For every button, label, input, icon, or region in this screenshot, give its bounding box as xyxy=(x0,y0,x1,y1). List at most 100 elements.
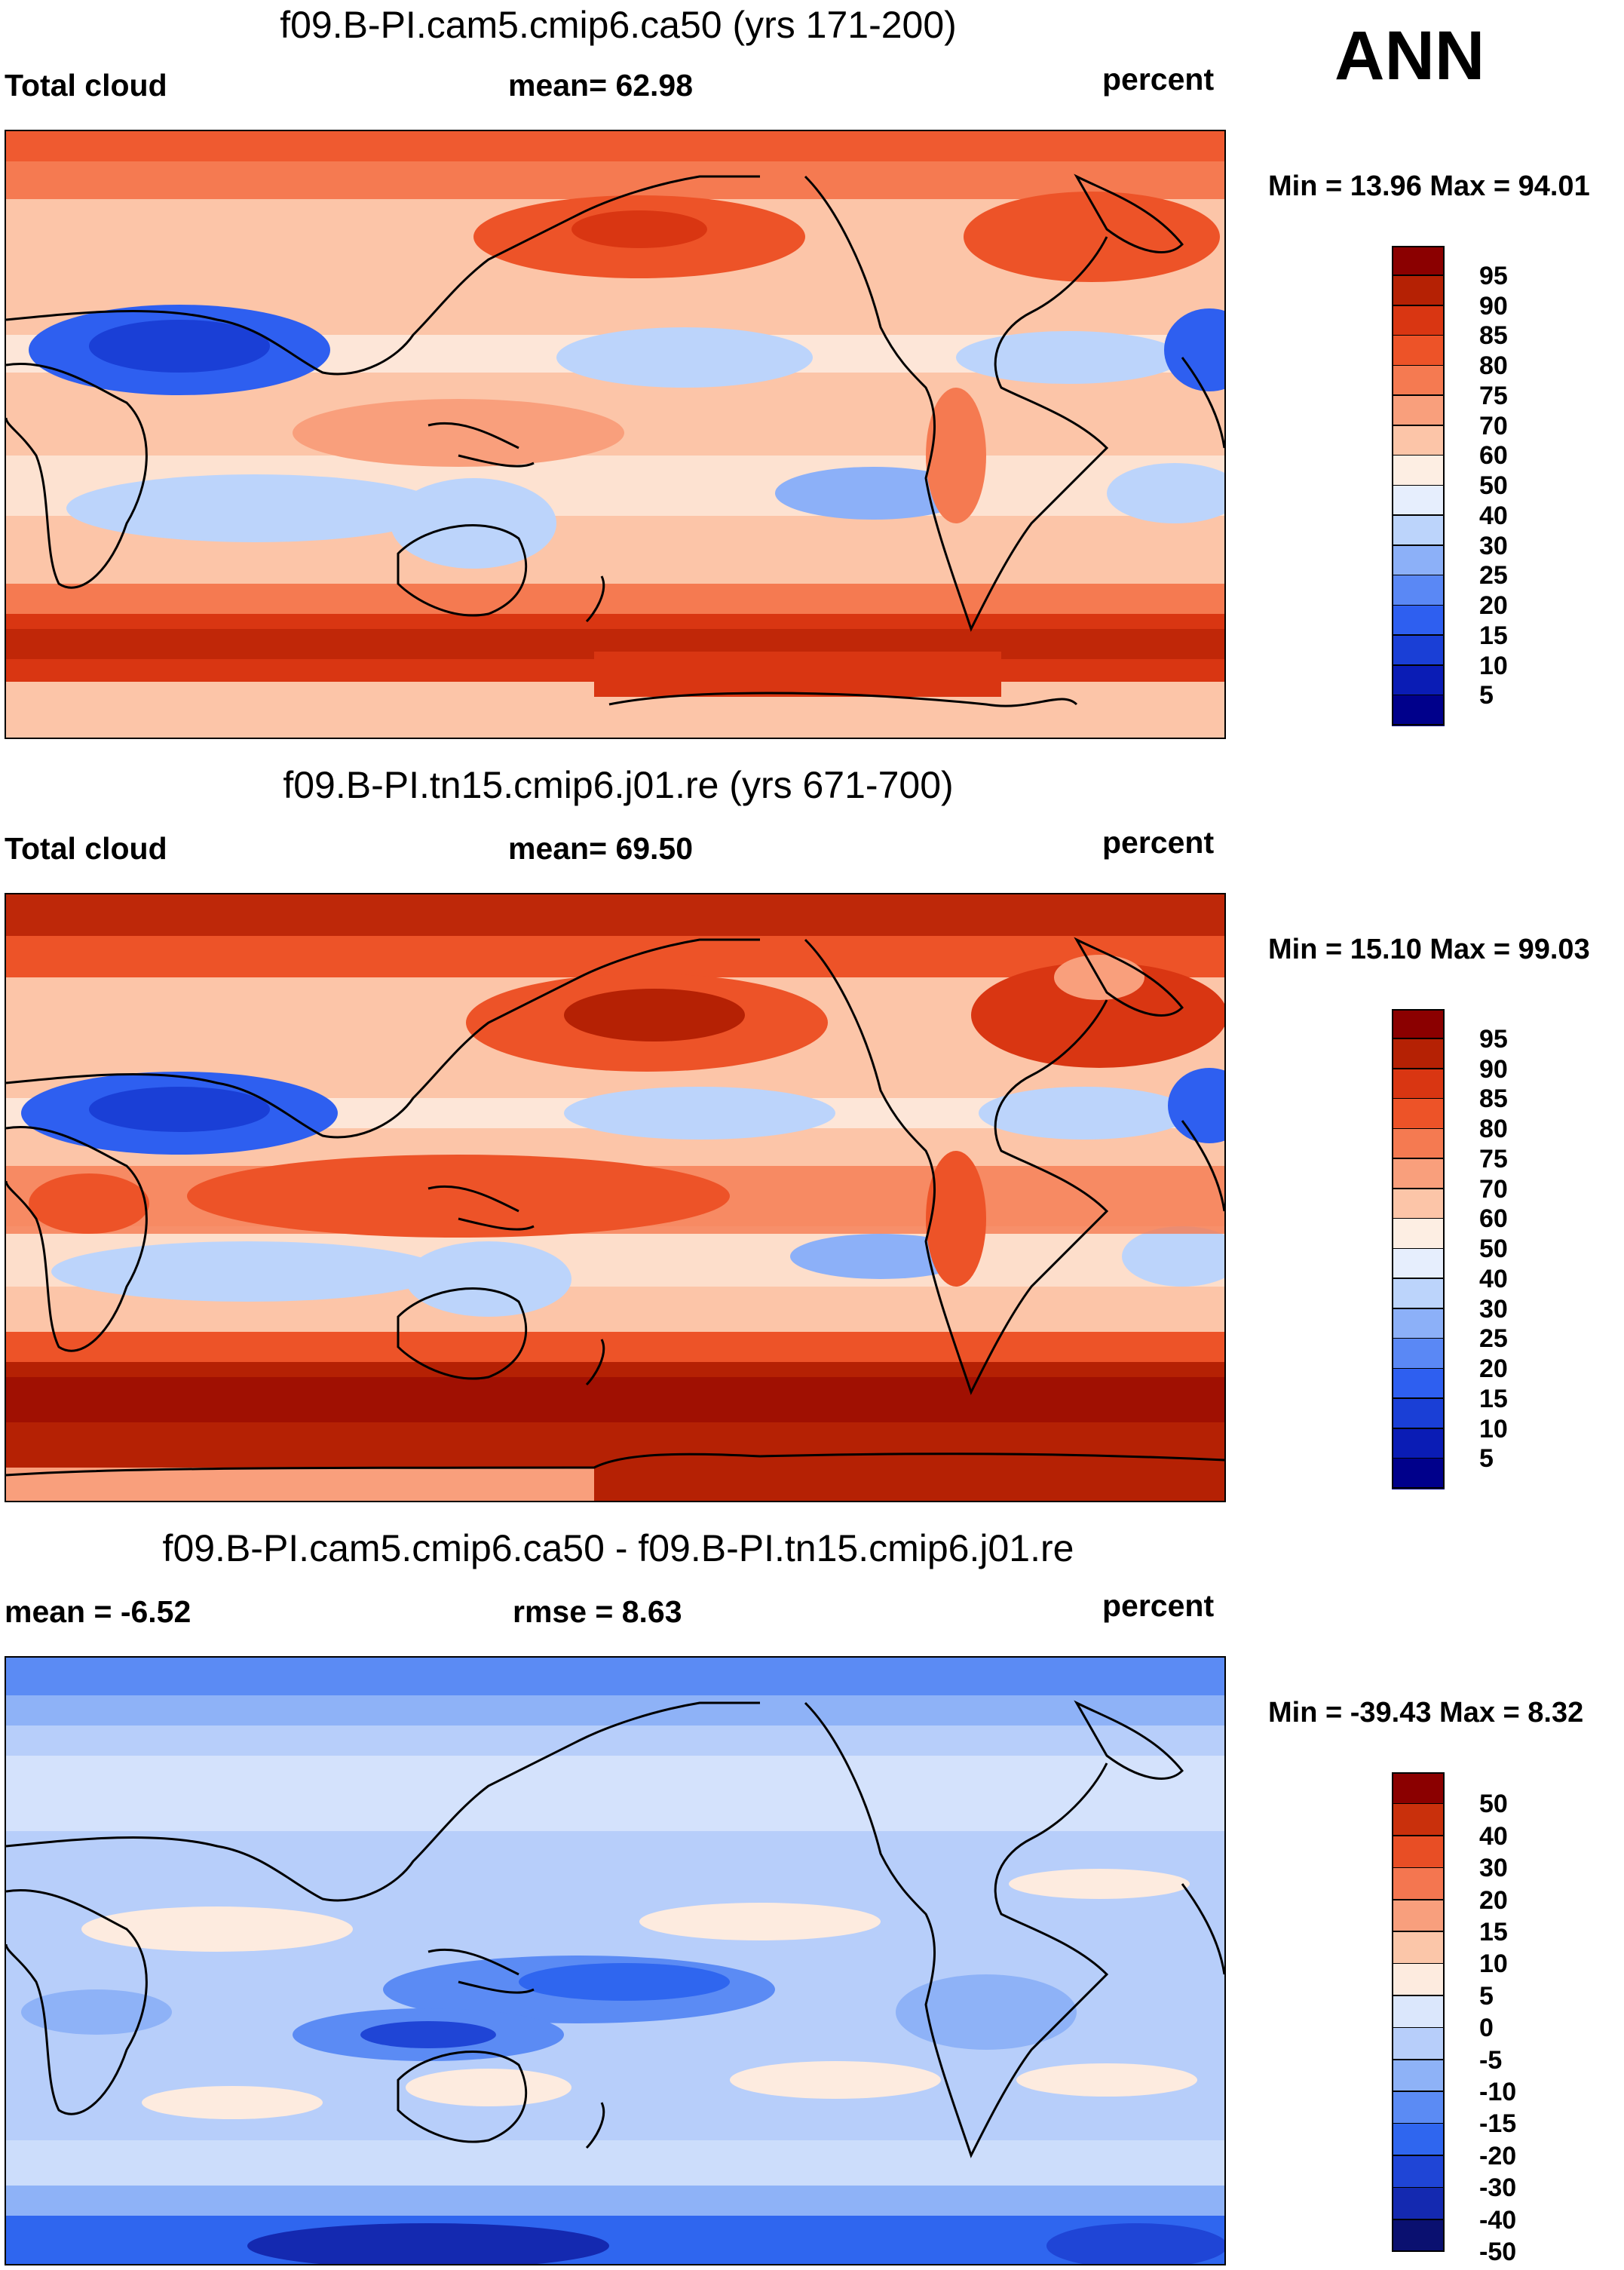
colorbar-tick-label: 15 xyxy=(1479,621,1508,650)
panel-3-map-plot xyxy=(6,1658,1224,2264)
colorbar-swatch xyxy=(1392,545,1445,576)
colorbar-swatch xyxy=(1392,1129,1445,1160)
colorbar-tick-label: 75 xyxy=(1479,1144,1508,1173)
colorbar-swatch xyxy=(1392,1278,1445,1309)
panel-1-units-label: percent xyxy=(1102,62,1215,97)
colorbar-swatch xyxy=(1392,425,1445,456)
colorbar-tick-label: 70 xyxy=(1479,411,1508,440)
colorbar-swatch xyxy=(1392,1398,1445,1429)
panel-2-map-plot xyxy=(6,894,1224,1501)
colorbar-swatch xyxy=(1392,2028,1445,2061)
panel-1-mean-label: mean= 62.98 xyxy=(508,68,694,103)
colorbar-tick-label: 90 xyxy=(1479,291,1508,321)
colorbar-tick-label: 0 xyxy=(1479,2014,1494,2043)
colorbar-tick-label: 95 xyxy=(1479,1024,1508,1054)
colorbar-swatch xyxy=(1392,1772,1445,1805)
panel-1-colorbar-frame xyxy=(1392,246,1445,725)
colorbar-tick-label: 25 xyxy=(1479,561,1508,591)
colorbar-swatch xyxy=(1392,1964,1445,1997)
colorbar-swatch xyxy=(1392,606,1445,637)
colorbar-swatch xyxy=(1392,1369,1445,1400)
colorbar-tick-label: 20 xyxy=(1479,1885,1508,1915)
colorbar-swatch xyxy=(1392,2219,1445,2253)
season-label: ANN xyxy=(1334,17,1485,94)
colorbar-swatch xyxy=(1392,1900,1445,1933)
colorbar-swatch xyxy=(1392,395,1445,426)
colorbar-swatch xyxy=(1392,336,1445,367)
colorbar-tick-label: 50 xyxy=(1479,471,1508,500)
colorbar-tick-label: 70 xyxy=(1479,1174,1508,1204)
colorbar-tick-label: 30 xyxy=(1479,531,1508,560)
colorbar-swatch xyxy=(1392,665,1445,696)
colorbar-tick-label: 40 xyxy=(1479,1264,1508,1293)
panel-2-title: f09.B-PI.tn15.cmip6.j01.re (yrs 671-700) xyxy=(283,764,954,806)
colorbar-swatch xyxy=(1392,2155,1445,2189)
colorbar-tick-label: 90 xyxy=(1479,1054,1508,1084)
colorbar-tick-label: -10 xyxy=(1479,2078,1517,2106)
panel-2-mean-label: mean= 69.50 xyxy=(508,831,694,866)
colorbar-tick-label: 60 xyxy=(1479,1204,1508,1234)
colorbar-swatch xyxy=(1392,2092,1445,2124)
colorbar-tick-label: 50 xyxy=(1479,1235,1508,1263)
colorbar-swatch xyxy=(1392,1038,1445,1069)
panel-1-title: f09.B-PI.cam5.cmip6.ca50 (yrs 171-200) xyxy=(280,4,957,46)
colorbar-swatch xyxy=(1392,1868,1445,1901)
panel-3-map xyxy=(5,1656,1226,2265)
colorbar-swatch xyxy=(1392,635,1445,666)
colorbar-tick-label: 40 xyxy=(1479,1821,1508,1851)
colorbar-swatch xyxy=(1392,1339,1445,1370)
colorbar-tick-label: 5 xyxy=(1479,1444,1494,1474)
colorbar-swatch xyxy=(1392,1804,1445,1837)
colorbar-tick-label: 60 xyxy=(1479,441,1508,471)
colorbar-tick-label: 20 xyxy=(1479,1354,1508,1383)
panel-2-colorbar-frame xyxy=(1392,1009,1445,1489)
colorbar-tick-label: 15 xyxy=(1479,1918,1508,1946)
panel-2-map xyxy=(5,893,1226,1502)
colorbar-tick-label: 10 xyxy=(1479,1414,1508,1443)
colorbar-tick-label: 80 xyxy=(1479,1115,1508,1143)
colorbar-tick-label: -20 xyxy=(1479,2141,1517,2170)
panel-2-variable-label: Total cloud xyxy=(5,831,167,866)
panel-1-variable-label: Total cloud xyxy=(5,68,167,103)
panel-3-units-label: percent xyxy=(1102,1588,1215,1623)
colorbar-tick-label: -30 xyxy=(1479,2173,1517,2203)
colorbar-swatch xyxy=(1392,1009,1445,1040)
colorbar-tick-label: 30 xyxy=(1479,1294,1508,1324)
colorbar-tick-label: 75 xyxy=(1479,381,1508,410)
panel-3-mean-label: mean = -6.52 xyxy=(5,1594,192,1629)
panel-3-colorbar-frame xyxy=(1392,1772,1445,2252)
colorbar-tick-label: 85 xyxy=(1479,321,1508,351)
colorbar-tick-label: 5 xyxy=(1479,1981,1494,2011)
panel-2-colorbar: 95 90 85 80 75 70 60 50 40 30 25 20 15 10 5 xyxy=(1392,1009,1508,1489)
colorbar-swatch xyxy=(1392,1308,1445,1339)
colorbar-swatch xyxy=(1392,275,1445,306)
colorbar-tick-label: 95 xyxy=(1479,261,1508,290)
colorbar-swatch xyxy=(1392,1099,1445,1130)
colorbar-tick-label: -50 xyxy=(1479,2238,1517,2266)
colorbar-tick-label: 15 xyxy=(1479,1384,1508,1413)
colorbar-tick-label: 10 xyxy=(1479,1949,1508,1979)
colorbar-swatch xyxy=(1392,1219,1445,1250)
colorbar-swatch xyxy=(1392,2060,1445,2093)
colorbar-tick-label: 20 xyxy=(1479,591,1508,620)
colorbar-swatch xyxy=(1392,366,1445,397)
colorbar-tick-label: 80 xyxy=(1479,351,1508,380)
colorbar-swatch xyxy=(1392,1995,1445,2029)
panel-1-min-max: Min = 13.96 Max = 94.01 xyxy=(1268,170,1590,202)
colorbar-swatch xyxy=(1392,1069,1445,1100)
panel-3-title: f09.B-PI.cam5.cmip6.ca50 - f09.B-PI.tn15… xyxy=(162,1527,1074,1569)
colorbar-tick-label: 10 xyxy=(1479,651,1508,680)
panel-2-min-max: Min = 15.10 Max = 99.03 xyxy=(1268,934,1590,965)
colorbar-swatch xyxy=(1392,1932,1445,1965)
panel-2-units-label: percent xyxy=(1102,825,1215,860)
panel-1-map-plot xyxy=(6,131,1224,738)
colorbar-tick-label: 85 xyxy=(1479,1084,1508,1114)
colorbar-tick-label: 50 xyxy=(1479,1790,1508,1819)
panel-1-map xyxy=(5,130,1226,739)
panel-3-colorbar: 50 40 30 20 15 10 5 0 -5 -10 -15 -20 -30 -40 -50 xyxy=(1392,1772,1516,2265)
colorbar-swatch xyxy=(1392,246,1445,277)
panel-3-rmse-label: rmse = 8.63 xyxy=(513,1594,682,1629)
colorbar-tick-label: -15 xyxy=(1479,2109,1517,2139)
colorbar-swatch xyxy=(1392,2124,1445,2157)
colorbar-tick-label: -5 xyxy=(1479,2045,1503,2075)
